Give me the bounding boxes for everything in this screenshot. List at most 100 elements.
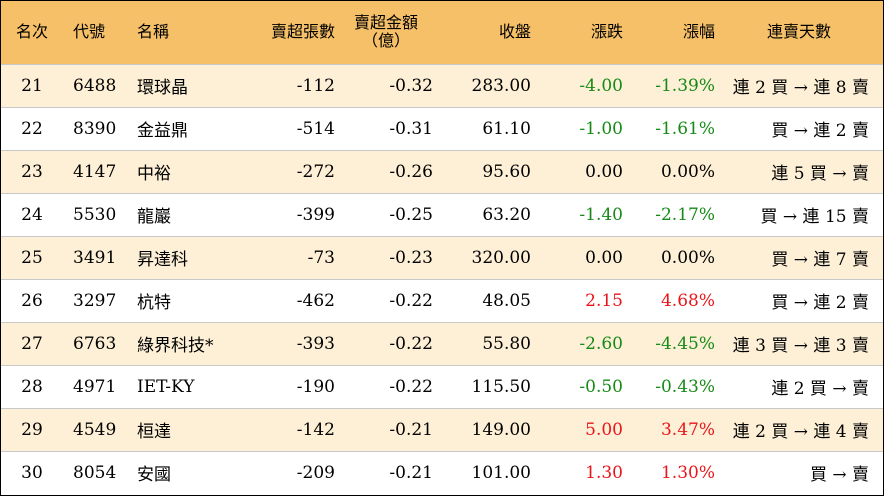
cell-name: 環球晶 (137, 78, 188, 98)
cell-streak: 連 3 買 → 連 3 賣 (732, 336, 869, 356)
cell-change: -4.00 (579, 75, 623, 96)
cell-close: 283.00 (471, 75, 531, 96)
cell-name: 昇達科 (137, 250, 188, 270)
cell-code: 4549 (73, 419, 117, 440)
cell-code: 6488 (73, 75, 117, 96)
cell-streak: 連 2 買 → 賣 (771, 379, 869, 399)
cell-name: 安國 (137, 465, 171, 486)
cell-close: 95.60 (482, 161, 531, 182)
header-row: 名次 代號 名稱 賣超張數 賣超金額 （億） 收盤 漲跌 漲幅 連賣天數 (1, 1, 883, 64)
cell-change: 0.00 (585, 161, 623, 182)
header-close: 收盤 (498, 22, 531, 42)
cell-rank: 21 (21, 75, 43, 96)
cell-change-pct: 0.00% (660, 247, 715, 268)
header-streak: 連賣天數 (766, 22, 831, 42)
table-header: 名次 代號 名稱 賣超張數 賣超金額 （億） 收盤 漲跌 漲幅 連賣天數 (1, 1, 883, 64)
cell-close: 149.00 (471, 419, 531, 440)
cell-rank: 26 (21, 290, 43, 311)
cell-close: 48.05 (482, 290, 531, 311)
header-change-pct: 漲幅 (682, 22, 715, 42)
cell-change: 5.00 (585, 419, 623, 440)
header-net-sell-lots: 賣超張數 (270, 22, 335, 42)
cell-rank: 24 (21, 204, 43, 225)
cell-close: 63.20 (482, 204, 531, 225)
header-name: 名稱 (137, 22, 170, 42)
cell-rank: 28 (21, 376, 43, 397)
cell-streak: 買 → 連 2 賣 (771, 293, 869, 313)
cell-net-sell-amount: -0.21 (389, 462, 433, 483)
table-row: 27 6763 綠界科技* -393 -0.22 55.80 -2.60 -4.45% 連 3 … (1, 322, 883, 365)
cell-code: 4147 (73, 161, 117, 182)
cell-close: 115.50 (471, 376, 531, 397)
table-row: 25 3491 昇達科 -73 -0.23 320.00 0.00 0.00% 買 → 連 7 … (1, 236, 883, 279)
table-row: 23 4147 中裕 -272 -0.26 95.60 0.00 0.00% 連 5 買 → 賣 (1, 150, 883, 193)
table-row: 24 5530 龍巖 -399 -0.25 63.20 -1.40 -2.17% 買 → 連 1… (1, 193, 883, 236)
cell-streak: 買 → 連 15 賣 (760, 207, 870, 227)
cell-net-sell-amount: -0.31 (389, 118, 433, 139)
cell-rank: 30 (21, 462, 43, 483)
cell-change-pct: -1.61% (655, 118, 715, 139)
cell-streak: 買 → 連 7 賣 (771, 250, 869, 270)
cell-change: -2.60 (579, 333, 623, 354)
cell-net-sell-amount: -0.22 (389, 290, 433, 311)
header-code: 代號 (73, 22, 106, 42)
header-net-sell-amount: 賣超金額 （億） (339, 1, 437, 64)
header-change: 漲跌 (590, 22, 623, 42)
cell-net-sell-lots: -393 (296, 333, 335, 354)
cell-net-sell-lots: -209 (296, 462, 335, 483)
header-rank: 名次 (15, 22, 48, 42)
cell-name: 綠界科技* (137, 336, 214, 356)
cell-change-pct: 4.68% (660, 290, 715, 311)
table-row: 29 4549 桓達 -142 -0.21 149.00 5.00 3.47% 連 2 買 → … (1, 408, 883, 451)
cell-streak: 連 2 買 → 連 8 賣 (732, 78, 869, 98)
cell-name: 杭特 (137, 293, 171, 313)
cell-rank: 29 (21, 419, 43, 440)
cell-change-pct: 1.30% (660, 462, 715, 483)
cell-name: IET-KY (137, 376, 195, 397)
cell-streak: 買 → 連 2 賣 (771, 121, 869, 141)
cell-rank: 25 (21, 247, 43, 268)
cell-code: 8390 (73, 118, 117, 139)
cell-change: -0.50 (579, 376, 623, 397)
cell-net-sell-lots: -462 (296, 290, 335, 311)
cell-net-sell-lots: -142 (296, 419, 335, 440)
cell-net-sell-amount: -0.26 (389, 161, 433, 182)
table-row: 28 4971 IET-KY -190 -0.22 115.50 -0.50 -0.43% 連 … (1, 365, 883, 408)
cell-net-sell-amount: -0.21 (389, 419, 433, 440)
header-net-sell-amount-unit: （億） (361, 31, 410, 51)
cell-rank: 22 (21, 118, 43, 139)
cell-net-sell-lots: -272 (296, 161, 335, 182)
cell-streak: 連 2 買 → 連 4 賣 (732, 422, 869, 442)
cell-change-pct: 0.00% (660, 161, 715, 182)
cell-net-sell-amount: -0.32 (389, 75, 433, 96)
cell-code: 8054 (73, 462, 117, 483)
cell-change-pct: -4.45% (655, 333, 715, 354)
cell-net-sell-amount: -0.22 (389, 333, 433, 354)
cell-change-pct: -1.39% (655, 75, 715, 96)
cell-close: 61.10 (482, 118, 531, 139)
header-net-sell-amount-label: 賣超金額 (353, 13, 418, 33)
table-row: 21 6488 環球晶 -112 -0.32 283.00 -4.00 -1.39% 連 2 買… (1, 64, 883, 107)
cell-name: 金益鼎 (137, 121, 188, 141)
cell-net-sell-lots: -514 (296, 118, 335, 139)
cell-code: 5530 (73, 204, 117, 225)
cell-code: 3297 (73, 290, 117, 311)
cell-code: 3491 (73, 247, 117, 268)
cell-change-pct: -2.17% (655, 204, 715, 225)
cell-close: 320.00 (471, 247, 531, 268)
cell-name: 中裕 (137, 164, 171, 184)
cell-streak: 連 5 買 → 賣 (771, 164, 869, 184)
cell-change: 0.00 (585, 247, 623, 268)
cell-change: 2.15 (585, 290, 623, 311)
cell-streak: 買 → 賣 (809, 465, 869, 486)
cell-rank: 23 (21, 161, 43, 182)
cell-change: 1.30 (585, 462, 623, 483)
cell-change-pct: -0.43% (655, 376, 715, 397)
cell-code: 6763 (73, 333, 117, 354)
cell-close: 55.80 (482, 333, 531, 354)
cell-net-sell-lots: -190 (296, 376, 335, 397)
cell-name: 龍巖 (137, 207, 171, 227)
cell-name: 桓達 (137, 422, 171, 442)
